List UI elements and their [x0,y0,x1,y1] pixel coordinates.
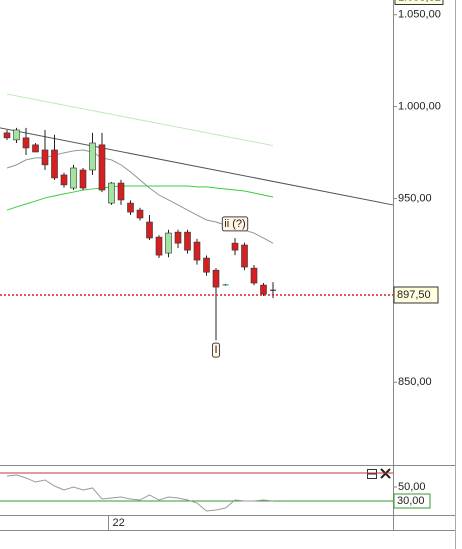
candle-body [155,236,163,256]
candle-body [231,242,239,251]
candle-body [13,129,20,141]
trend-line [0,127,394,206]
panel-maximize[interactable] [367,469,377,479]
last-price-box [393,286,439,304]
candle-body [60,174,68,186]
moving-average [6,93,274,147]
candle-body [3,132,11,139]
top-price-label: 1.058,82 [398,0,441,3]
y-tick-label: 50,00 [398,481,426,493]
candle-body [117,182,125,201]
y-tick-label: 1.000,00 [398,101,441,113]
candle-body [89,142,96,171]
level-box [393,493,431,509]
candle-body [146,221,153,239]
annotation: I [214,344,217,356]
candle-body [51,149,58,179]
candle-body [79,169,87,189]
y-tick-label: 1.050,00 [398,9,441,21]
candle-body [193,241,201,261]
annotation: ii (?) [224,218,245,230]
candle-body [41,149,49,166]
level-label: 30,00 [397,495,425,507]
annotation-box [211,342,221,358]
candle-body [70,167,77,189]
x-tick-label: 22 [113,517,125,529]
candle-body [136,209,144,219]
candle-body [165,232,172,254]
candle-body [108,182,115,204]
annotation-box [221,216,249,232]
y-tick-label: 850,00 [398,376,432,388]
y-tick-label: 950,00 [398,192,432,204]
candle-body [98,144,106,191]
candle-body [32,144,39,153]
candle-body [174,231,182,244]
candle-body [250,267,258,284]
candle-body [241,244,248,268]
candle-body [184,231,191,251]
moving-average [6,185,274,211]
candle-body [127,202,134,213]
candle-body [22,137,30,149]
last-price-label: 897,50 [397,289,431,301]
candle-body [260,284,267,295]
candle-body [203,257,210,273]
candle-body [212,269,220,288]
top-price-box [394,0,444,5]
oscillator-line [6,474,274,512]
